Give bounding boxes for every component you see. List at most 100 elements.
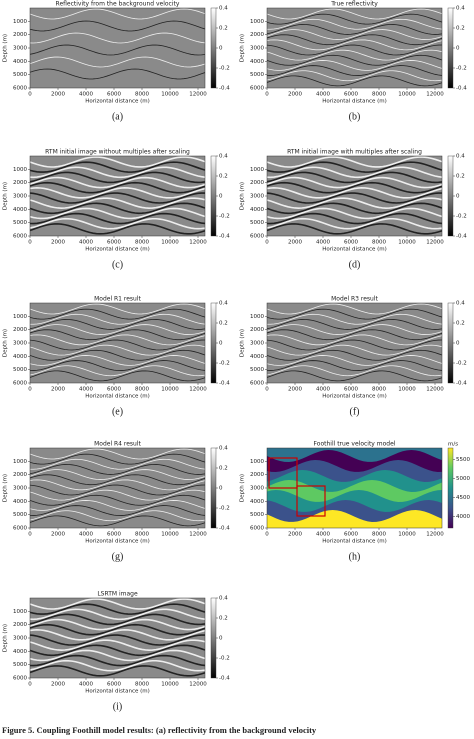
colorbar [447,447,454,529]
colorbar-tick-label: -0.4 [219,381,230,387]
x-tick-label: 4000 [316,387,330,393]
x-tick-label: 10000 [398,240,416,246]
x-tick-label: 6000 [344,240,358,246]
reflector [30,192,205,204]
reflector [30,618,205,631]
x-tick-label: 0 [28,682,32,688]
reflector [30,629,205,641]
colorbar-tick-label: 0.2 [219,466,228,472]
reflector [267,339,442,351]
reflector [30,623,205,636]
x-tick-label: 4000 [79,240,93,246]
reflector [30,448,205,460]
reflector [267,166,442,179]
colorbar-unit: m/s [448,442,458,448]
y-tick-label: 1000 [13,314,27,320]
colorbar [447,155,454,237]
reflector [30,484,205,496]
x-tick-label: 8000 [135,532,149,538]
colorbar-tick-label: 0.2 [456,26,465,32]
reflector [267,44,442,56]
colorbar [210,155,217,237]
reflector [267,223,442,235]
reflector [30,479,205,491]
y-tick-label: 6000 [13,86,27,92]
reflector [30,20,205,32]
reflector [267,360,442,371]
colorbar-tick-label: -0.4 [456,86,467,92]
x-tick-label: 2000 [288,92,302,98]
x-tick-label: 10000 [161,387,179,393]
reflector [30,634,205,646]
reflector [267,319,442,330]
colorbar-tick-label: 0.4 [456,6,465,12]
panel: Reflectivity from the background velocit… [3,1,231,123]
panel-label: (b) [349,111,361,122]
colorbar-tick-label: 0.4 [456,154,465,160]
background [267,8,442,88]
reflector [30,360,205,371]
reflector [267,49,442,61]
colorbar-tick-label: 0 [219,194,223,200]
y-tick-label: 3000 [13,636,27,642]
y-tick-label: 5000 [13,367,27,373]
reflector [267,181,442,194]
y-tick-label: 1000 [250,167,264,173]
panel-label: (i) [113,701,122,712]
highlight-box [296,485,326,517]
reflector [30,197,205,209]
reflector [30,515,205,527]
colorbar-tick-label: 0.4 [219,301,228,307]
colorbar-tick-label: -0.2 [456,214,467,220]
reflector [30,370,205,382]
colorbar-tick-label: 0.4 [456,301,465,307]
y-tick-label: 3000 [250,46,264,52]
y-tick-label: 5000 [250,72,264,78]
x-tick-label: 10000 [398,387,416,393]
x-tick-label: 12000 [426,387,444,393]
panel-label: (e) [112,406,123,417]
colorbar-tick-label: -0.2 [219,361,230,367]
highlight-box [268,457,298,489]
y-tick-label: 2000 [250,180,264,186]
image [30,448,205,528]
reflector [30,202,205,215]
colorbar-tick-label: -0.4 [456,381,467,387]
reflector [267,187,442,199]
y-tick-label: 5000 [250,512,264,518]
y-tick-label: 4000 [13,354,27,360]
y-tick-label: 1000 [250,314,264,320]
layer [267,510,442,528]
x-tick-label: 4000 [79,682,93,688]
colorbar [210,447,217,529]
image [30,303,205,383]
background [30,303,205,383]
x-tick-label: 2000 [288,240,302,246]
x-tick-label: 4000 [79,387,93,393]
reflector [30,217,205,230]
panel-label: (f) [350,406,360,417]
reflector [267,34,442,46]
y-tick-label: 5000 [13,512,27,518]
y-tick-label: 1000 [13,167,27,173]
image [30,598,205,678]
reflector [267,54,442,66]
colorbar-tick-label: -0.2 [219,66,230,72]
x-tick-label: 0 [265,92,269,98]
panel-title: Reflectivity from the background velocit… [56,1,180,8]
x-tick-label: 2000 [288,387,302,393]
y-axis-label: Depth (m) [3,474,9,502]
background [267,303,442,383]
reflector [267,197,442,209]
y-tick-label: 2000 [250,32,264,38]
colorbar-tick-label: -0.4 [219,234,230,240]
x-axis-label: Horizontal distance (m) [322,539,387,545]
colorbar-tick-label: 0.2 [219,321,228,327]
colorbar-tick-label: -0.4 [456,234,467,240]
colorbar-tick-label: 0 [456,341,460,347]
reflector [30,329,205,341]
reflector [30,659,205,672]
reflector [30,644,205,657]
